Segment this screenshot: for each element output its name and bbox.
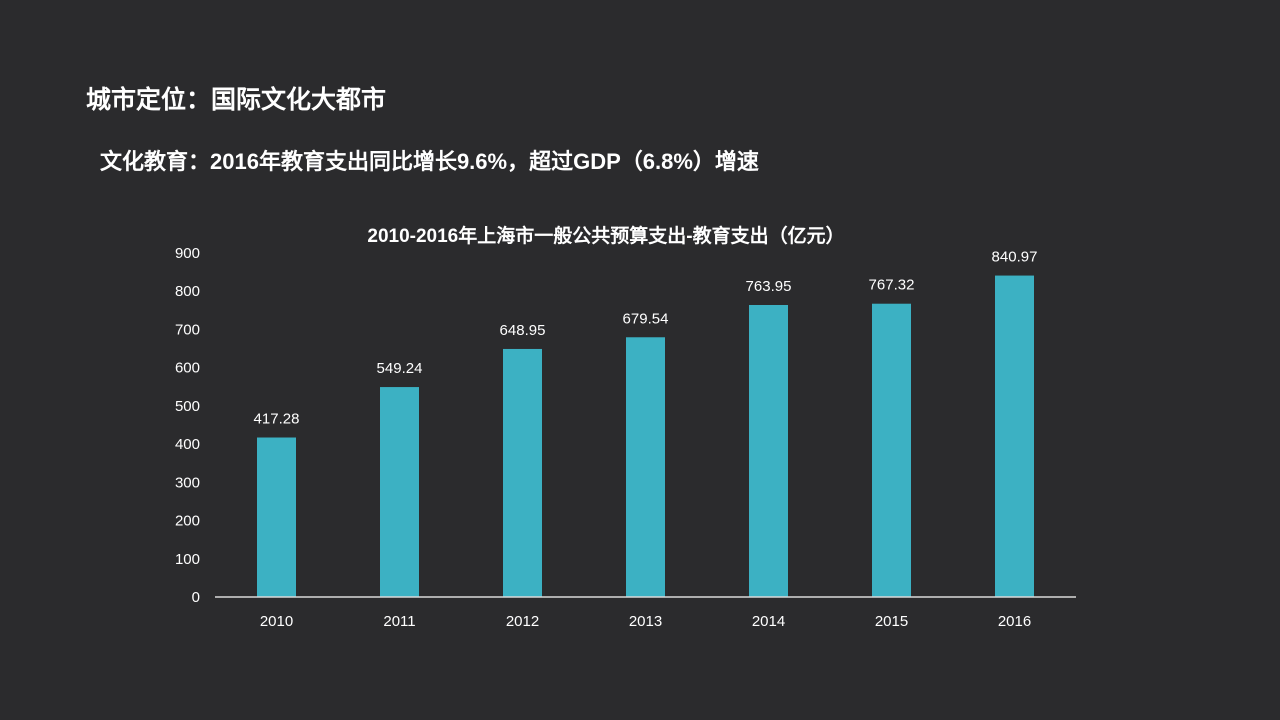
bar-2015 — [872, 303, 911, 597]
x-tick-label-2015: 2015 — [875, 613, 908, 630]
bar-2011 — [380, 387, 419, 597]
data-label-2011: 549.24 — [377, 360, 423, 377]
bar-2010 — [257, 437, 296, 597]
x-tick-label-2013: 2013 — [629, 613, 662, 630]
data-label-2013: 679.54 — [623, 310, 669, 327]
x-axis: 2010 2011 2012 2013 2014 2015 2016 — [215, 596, 1076, 630]
data-label-2016: 840.97 — [992, 249, 1038, 266]
bar-2016 — [995, 275, 1034, 597]
data-label-2010: 417.28 — [254, 411, 300, 428]
data-label-2012: 648.95 — [500, 322, 546, 339]
y-tick-label: 800 — [175, 283, 200, 300]
slide-subtitle: 文化教育：2016年教育支出同比增长9.6%，超过GDP（6.8%）增速 — [100, 149, 759, 174]
chart-title: 2010-2016年上海市一般公共预算支出-教育支出（亿元） — [367, 224, 844, 247]
bar-series: 417.28 549.24 648.95 679.54 763.95 767.32 840.… — [254, 249, 1038, 597]
y-tick-label: 100 — [175, 551, 200, 568]
y-tick-label: 200 — [175, 513, 200, 530]
x-tick-label-2012: 2012 — [506, 613, 539, 630]
y-tick-label: 300 — [175, 474, 200, 491]
bar-2012 — [503, 348, 542, 597]
data-label-2015: 767.32 — [869, 277, 915, 294]
y-tick-label: 600 — [175, 360, 200, 377]
x-tick-label-2016: 2016 — [998, 613, 1031, 630]
slide-title: 城市定位：国际文化大都市 — [86, 86, 387, 114]
y-tick-label: 700 — [175, 321, 200, 338]
y-tick-label: 400 — [175, 436, 200, 453]
x-tick-label-2014: 2014 — [752, 613, 785, 630]
x-tick-label-2010: 2010 — [260, 613, 293, 630]
bar-2014 — [749, 305, 788, 597]
y-tick-label: 0 — [192, 589, 200, 606]
x-tick-label-2011: 2011 — [383, 613, 415, 630]
y-tick-label: 900 — [175, 245, 200, 262]
bar-2013 — [626, 337, 665, 597]
y-tick-label: 500 — [175, 398, 200, 415]
y-axis: 0 100 200 300 400 500 600 700 800 900 — [175, 245, 200, 606]
data-label-2014: 763.95 — [746, 278, 792, 295]
